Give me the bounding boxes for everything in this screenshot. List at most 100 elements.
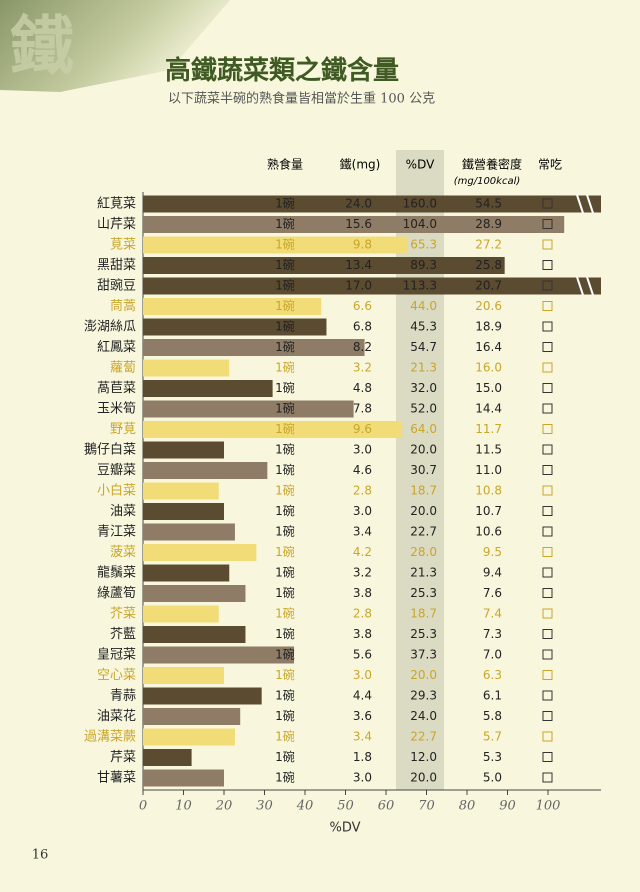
bar	[143, 298, 322, 315]
bars	[143, 195, 601, 787]
value-label: 24.0	[410, 709, 437, 723]
bar	[143, 728, 235, 746]
bar	[143, 400, 354, 418]
iron-mg: 3.4	[353, 525, 372, 539]
iron-mg: 7.8	[353, 402, 372, 416]
checkbox	[542, 219, 553, 229]
bar	[143, 605, 219, 623]
serving: 1碗	[275, 503, 295, 518]
category-label: 紅莧菜	[97, 197, 136, 212]
bar	[143, 359, 230, 377]
category-label: 皇冠菜	[97, 648, 136, 663]
iron-mg: 4.4	[353, 689, 372, 703]
value-label: 20.0	[410, 668, 437, 682]
category-label: 龍鬚菜	[97, 565, 136, 581]
value-label: 52.0	[410, 402, 437, 416]
value-label: 32.0	[410, 381, 437, 395]
x-tick-label: 100	[536, 799, 561, 814]
category-label: 莧菜	[110, 238, 136, 253]
serving: 1碗	[275, 729, 295, 744]
checkbox	[542, 280, 553, 291]
iron-density: 5.3	[483, 750, 502, 764]
category-label: 芥菜	[110, 607, 136, 622]
bar	[143, 667, 224, 684]
value-label: 113.3	[403, 279, 437, 293]
category-label: 紅鳳菜	[97, 340, 136, 355]
iron-mg: 1.8	[353, 750, 372, 764]
iron-density: 25.8	[475, 258, 502, 272]
category-label: 小白菜	[97, 483, 136, 499]
iron-mg: 6.8	[353, 320, 372, 334]
bar	[143, 277, 601, 295]
column-header: 鐵營養密度	[462, 157, 522, 172]
checkbox	[542, 567, 553, 578]
x-tick-label: 0	[139, 799, 147, 814]
iron-density: 20.7	[475, 279, 502, 293]
iron-mg: 4.6	[353, 463, 372, 477]
bar	[143, 216, 565, 233]
checkbox	[542, 444, 553, 455]
serving: 1碗	[275, 360, 295, 375]
serving: 1碗	[275, 565, 295, 580]
x-axis-label: %DV	[329, 821, 360, 836]
checkbox	[542, 772, 553, 783]
bar	[143, 585, 246, 602]
iron-mg: 3.0	[353, 443, 372, 457]
iron-mg: 3.8	[353, 586, 372, 600]
iron-mg: 9.6	[353, 422, 372, 436]
serving: 1碗	[275, 749, 295, 764]
iron-density: 11.7	[475, 422, 502, 436]
iron-density: 20.6	[475, 299, 502, 313]
bar	[143, 708, 241, 725]
category-label: 甘薯菜	[97, 771, 136, 786]
checkbox	[542, 485, 553, 496]
checkbox	[542, 383, 553, 393]
category-label: 青江菜	[97, 525, 136, 540]
serving: 1碗	[275, 647, 295, 662]
iron-mg: 3.0	[353, 668, 372, 682]
bar	[143, 421, 403, 438]
checkbox	[542, 629, 553, 639]
category-label: 油菜花	[97, 708, 136, 724]
iron-density: 7.6	[483, 586, 502, 600]
checkbox	[542, 342, 553, 352]
bar	[143, 687, 262, 705]
x-tick-label: 20	[215, 799, 233, 814]
bar	[143, 482, 219, 500]
iron-density: 28.9	[475, 217, 502, 231]
bar	[143, 257, 505, 274]
serving: 1碗	[275, 298, 295, 313]
value-label: 37.3	[410, 648, 437, 662]
checkbox	[542, 362, 553, 373]
title: 高鐵蔬菜類之鐵含量	[165, 55, 399, 86]
bar	[143, 523, 235, 541]
serving: 1碗	[275, 237, 295, 252]
serving: 1碗	[275, 380, 295, 395]
bar	[143, 503, 224, 520]
value-label: 28.0	[410, 545, 437, 559]
value-label: 54.7	[410, 340, 437, 354]
checkbox	[542, 526, 553, 537]
checkbox	[542, 403, 553, 414]
checkbox	[542, 506, 553, 516]
serving: 1碗	[275, 421, 295, 436]
column-header: %DV	[406, 158, 435, 172]
value-label: 44.0	[410, 299, 437, 313]
serving: 1碗	[275, 257, 295, 272]
iron-mg: 4.2	[353, 545, 372, 559]
iron-density: 5.7	[483, 730, 502, 744]
x-tick-label: 90	[499, 799, 516, 814]
iron-density: 10.6	[475, 525, 502, 539]
break-mark	[586, 194, 594, 214]
iron-density: 7.3	[483, 627, 502, 641]
serving: 1碗	[275, 462, 295, 477]
column-header: (mg/100kcal)	[454, 176, 521, 187]
iron-density: 27.2	[475, 238, 502, 252]
iron-mg: 24.0	[345, 197, 372, 211]
value-label: 29.3	[410, 689, 437, 703]
value-label: 21.3	[410, 361, 437, 375]
serving: 1碗	[275, 606, 295, 621]
checkbox	[542, 670, 553, 680]
iron-mg: 17.0	[345, 279, 372, 293]
